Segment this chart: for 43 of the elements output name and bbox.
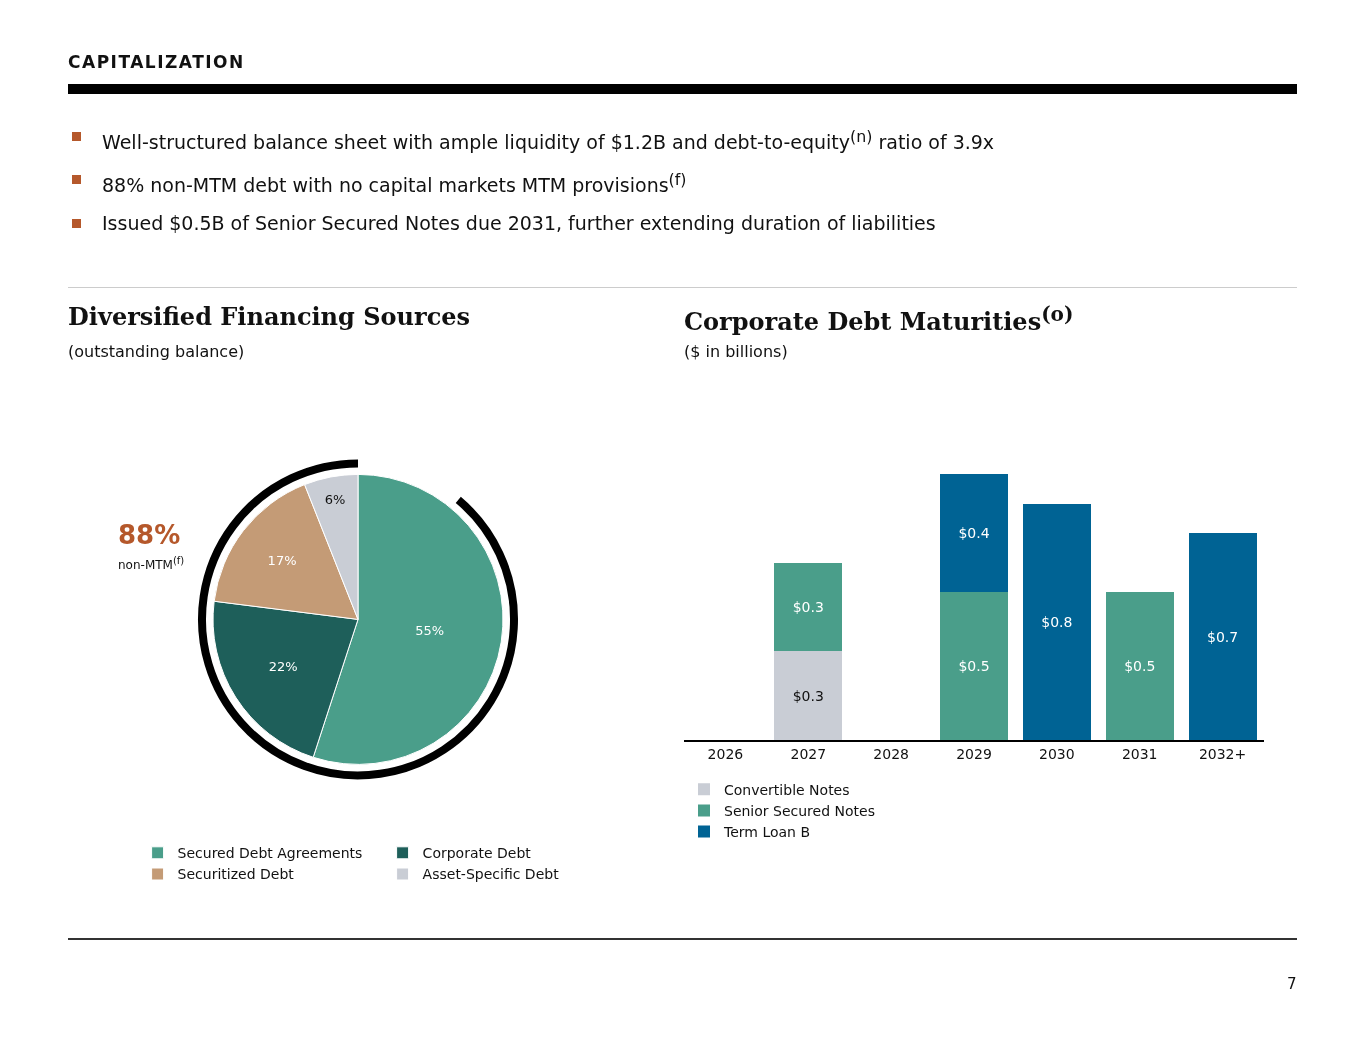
data-label: $0.8 — [1041, 613, 1073, 630]
bar — [940, 592, 1008, 740]
legend-label: Secured Debt Agreements — [177, 845, 363, 862]
text: 88% — [118, 520, 181, 550]
x-tick-label: 2026 — [707, 745, 744, 762]
data-label: $0.4 — [958, 525, 990, 542]
x-tick-label: 2029 — [956, 745, 992, 762]
data-label: 55% — [415, 623, 445, 639]
bar — [1105, 592, 1174, 740]
text: 7 — [1287, 975, 1297, 993]
x-tick-label: 2032+ — [1198, 745, 1247, 762]
x-tick-label: 2028 — [873, 745, 909, 762]
data-label: 6% — [324, 491, 346, 507]
legend-label: Convertible Notes — [724, 781, 850, 798]
data-label: 22% — [268, 659, 298, 675]
bar — [1188, 533, 1257, 740]
text: CAPITALIZATION — [68, 52, 245, 72]
x-tick-label: 2031 — [1121, 745, 1158, 762]
chart-title: Diversified Financing Sources — [68, 302, 471, 331]
data-label: $0.5 — [1124, 658, 1156, 675]
legend-label: Term Loan B — [723, 824, 811, 841]
data-label: 17% — [267, 553, 297, 569]
chart-title: Corporate Debt Maturities$^{(o)}$ — [684, 302, 1074, 336]
bar — [1022, 503, 1091, 740]
legend-label: Asset-Specific Debt — [422, 866, 560, 883]
x-tick-label: 2027 — [790, 745, 827, 762]
bar — [774, 562, 843, 652]
legend-label: Senior Secured Notes — [724, 802, 875, 819]
legend-label: Securitized Debt — [177, 866, 295, 883]
data-label: $0.7 — [1206, 628, 1239, 645]
text: 88% non-MTM debt with no capital markets MTM provisions$^{(f)}$ — [101, 169, 688, 199]
x-tick-label: 2030 — [1039, 745, 1075, 762]
text: Well-structured balance sheet with ample liquidity of $1.2B and debt-to-equity$^{(n)}$ ratio of 3.9x — [101, 126, 995, 156]
legend-label: Corporate Debt — [422, 845, 532, 862]
data-label: $0.3 — [792, 599, 824, 615]
bar — [940, 474, 1008, 593]
chart-subtitle: ($ in billions) — [684, 342, 788, 361]
data-label: $0.5 — [958, 658, 990, 675]
text: non-MTM$^{(f)}$ — [118, 555, 185, 572]
text: Issued $0.5B of Senior Secured Notes due 2031, further extending duration of liabilities — [101, 210, 937, 236]
bar — [774, 651, 843, 740]
chart-subtitle: (outstanding balance) — [68, 342, 245, 361]
data-label: $0.3 — [792, 687, 824, 704]
